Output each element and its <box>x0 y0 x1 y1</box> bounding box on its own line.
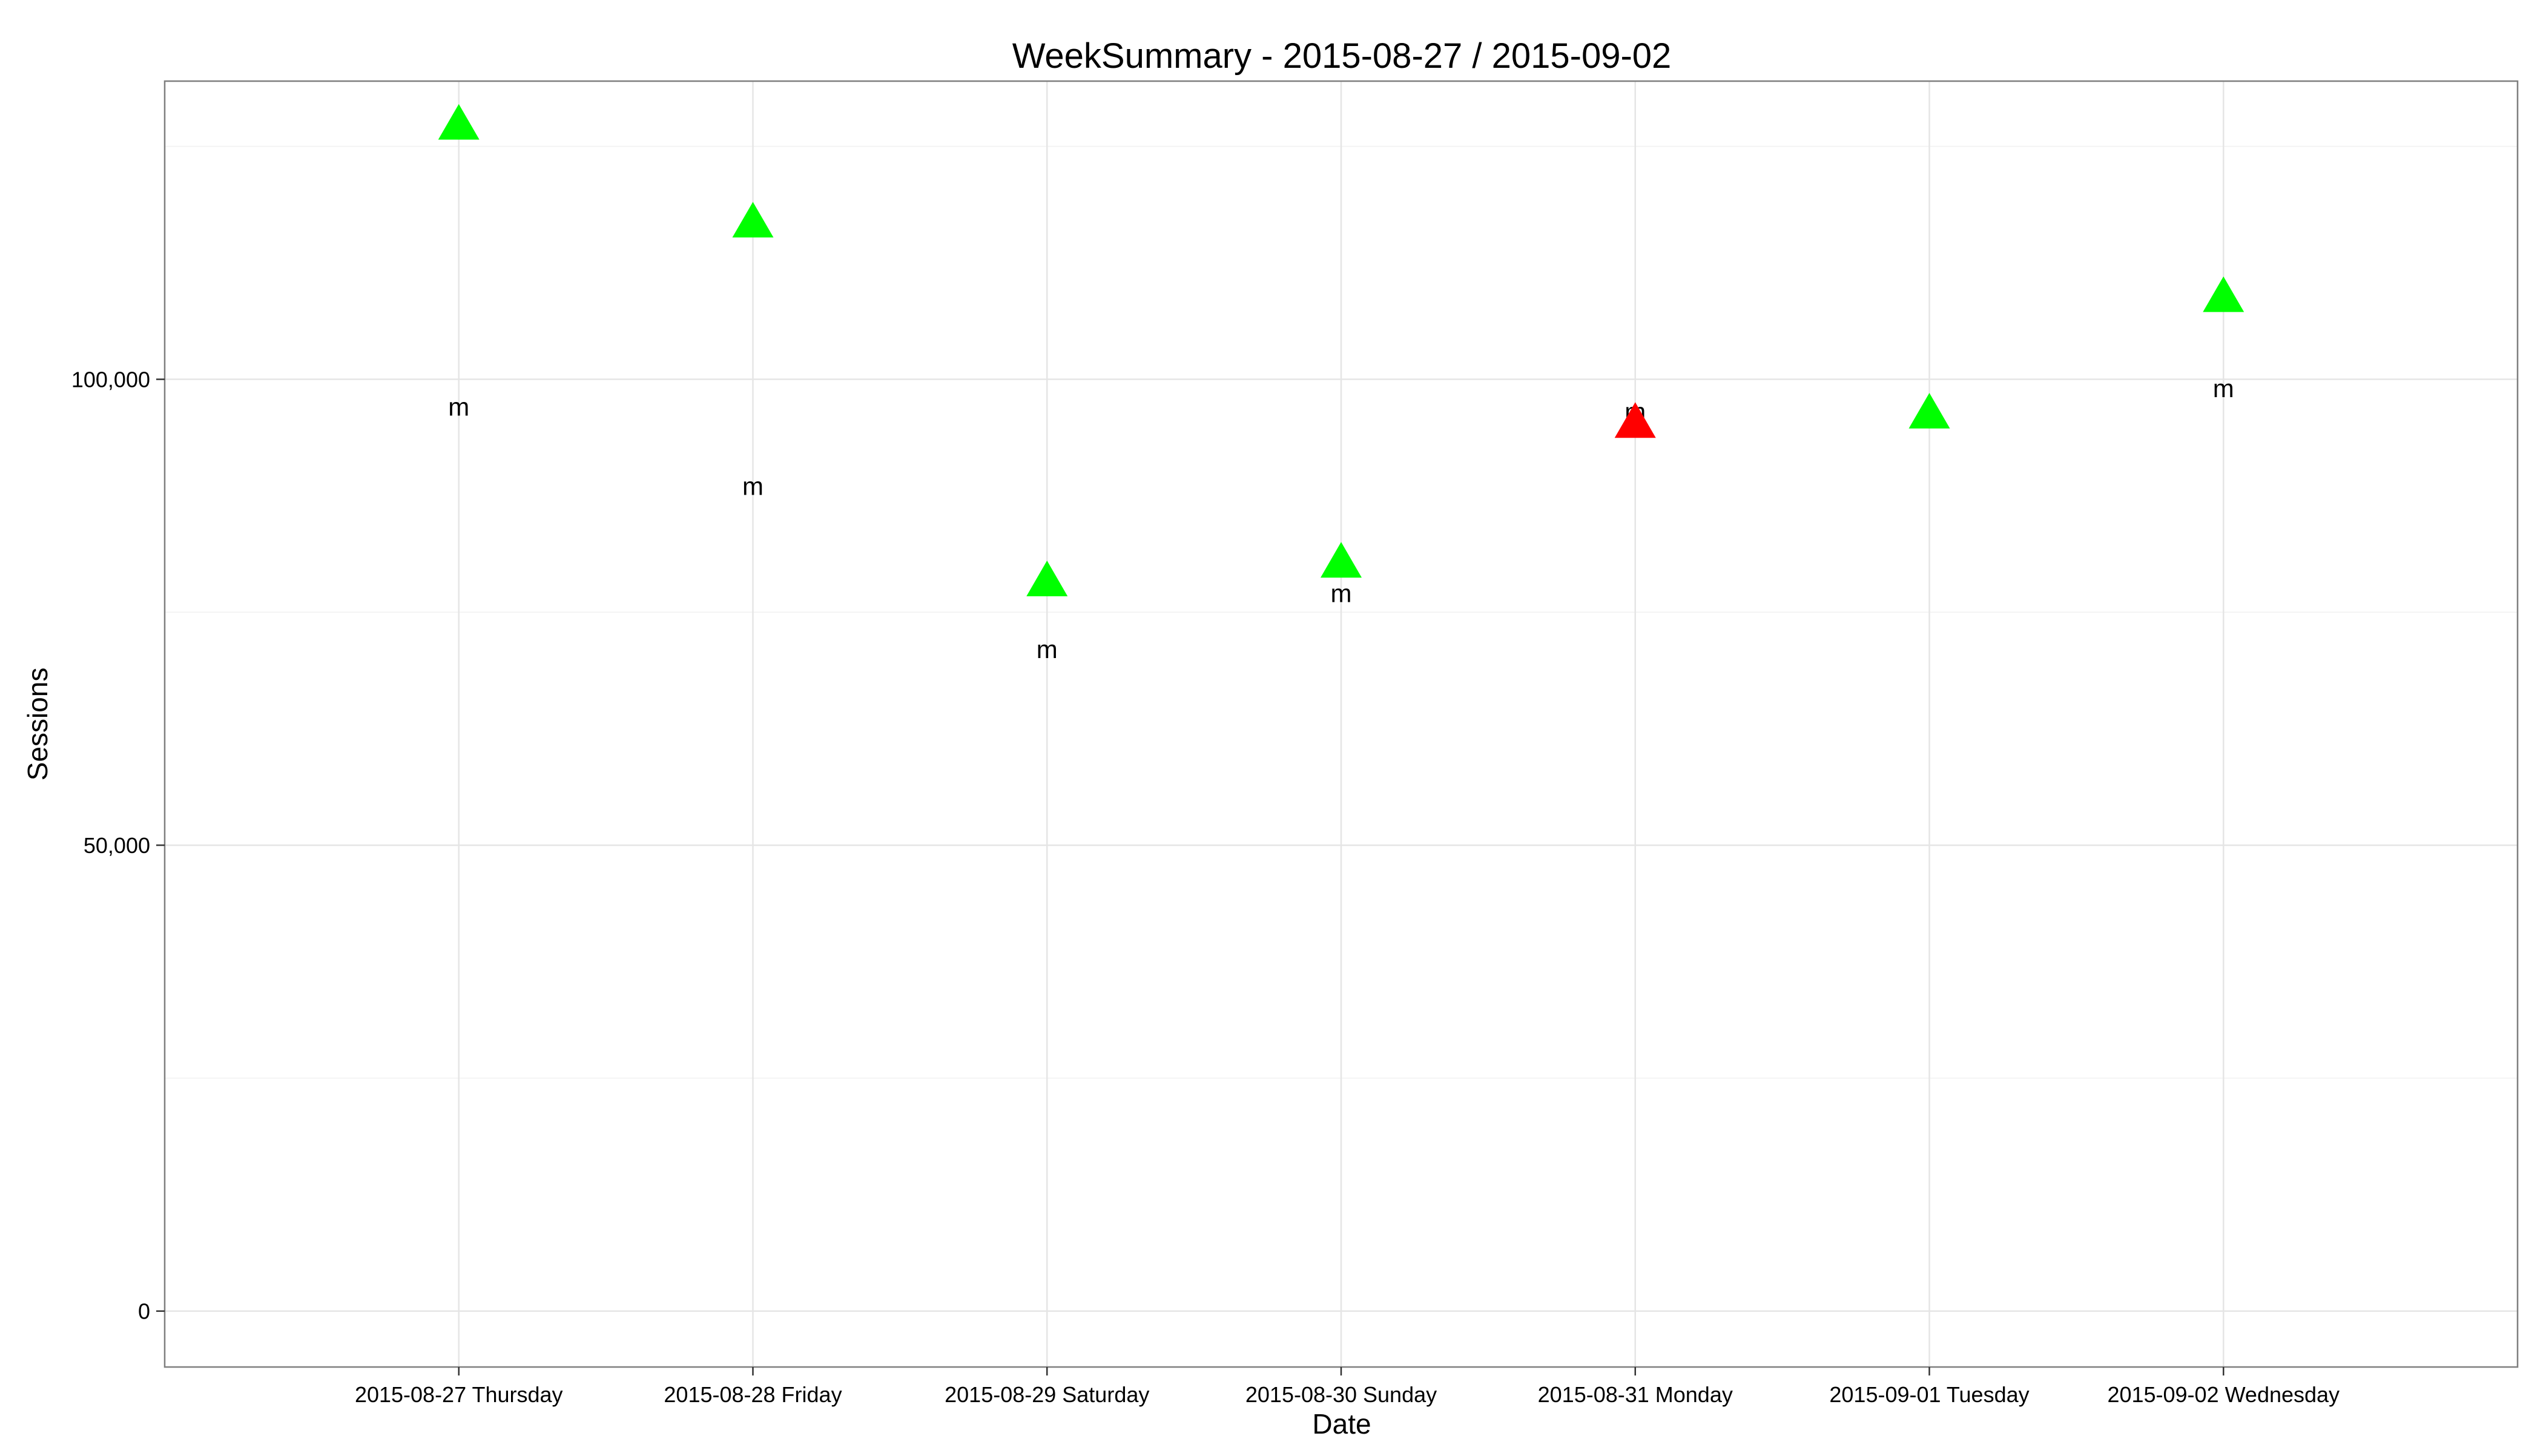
y-tick-label: 100,000 <box>71 367 150 392</box>
data-points <box>438 104 2245 596</box>
data-point-triangle <box>1321 542 1362 578</box>
y-axis: 0 50,000 100,000 <box>71 367 165 1324</box>
x-axis: 2015-08-27 Thursday 2015-08-28 Friday 2015… <box>355 1367 2340 1407</box>
data-point-triangle <box>1908 392 1950 429</box>
data-point-triangle <box>2203 276 2245 312</box>
x-tick-label: 2015-08-28 Friday <box>664 1382 842 1407</box>
point-annotation: m <box>742 472 764 501</box>
point-annotation: m <box>448 393 469 421</box>
x-tick-label: 2015-08-30 Sunday <box>1245 1382 1437 1407</box>
x-tick-label: 2015-08-31 Monday <box>1538 1382 1733 1407</box>
x-tick-label: 2015-08-27 Thursday <box>355 1382 563 1407</box>
data-point-triangle <box>1026 561 1068 596</box>
major-gridlines <box>165 81 2518 1367</box>
x-tick-label: 2015-09-01 Tuesday <box>1829 1382 2029 1407</box>
point-annotation: m <box>1331 579 1352 608</box>
chart-title: WeekSummary - 2015-08-27 / 2015-09-02 <box>1012 36 1672 76</box>
point-annotation: m <box>2213 374 2234 403</box>
x-tick-label: 2015-09-02 Wednesday <box>2107 1382 2340 1407</box>
data-point-triangle <box>438 104 480 140</box>
point-annotation: m <box>1037 635 1058 664</box>
x-axis-title: Date <box>1312 1408 1371 1440</box>
y-axis-title: Sessions <box>22 668 53 781</box>
data-point-triangle <box>1614 402 1656 438</box>
y-tick-label: 50,000 <box>84 833 150 858</box>
data-point-triangle <box>732 202 774 238</box>
annotations: mmmmmm <box>448 374 2234 664</box>
y-tick-label: 0 <box>138 1299 150 1324</box>
x-tick-label: 2015-08-29 Saturday <box>945 1382 1149 1407</box>
